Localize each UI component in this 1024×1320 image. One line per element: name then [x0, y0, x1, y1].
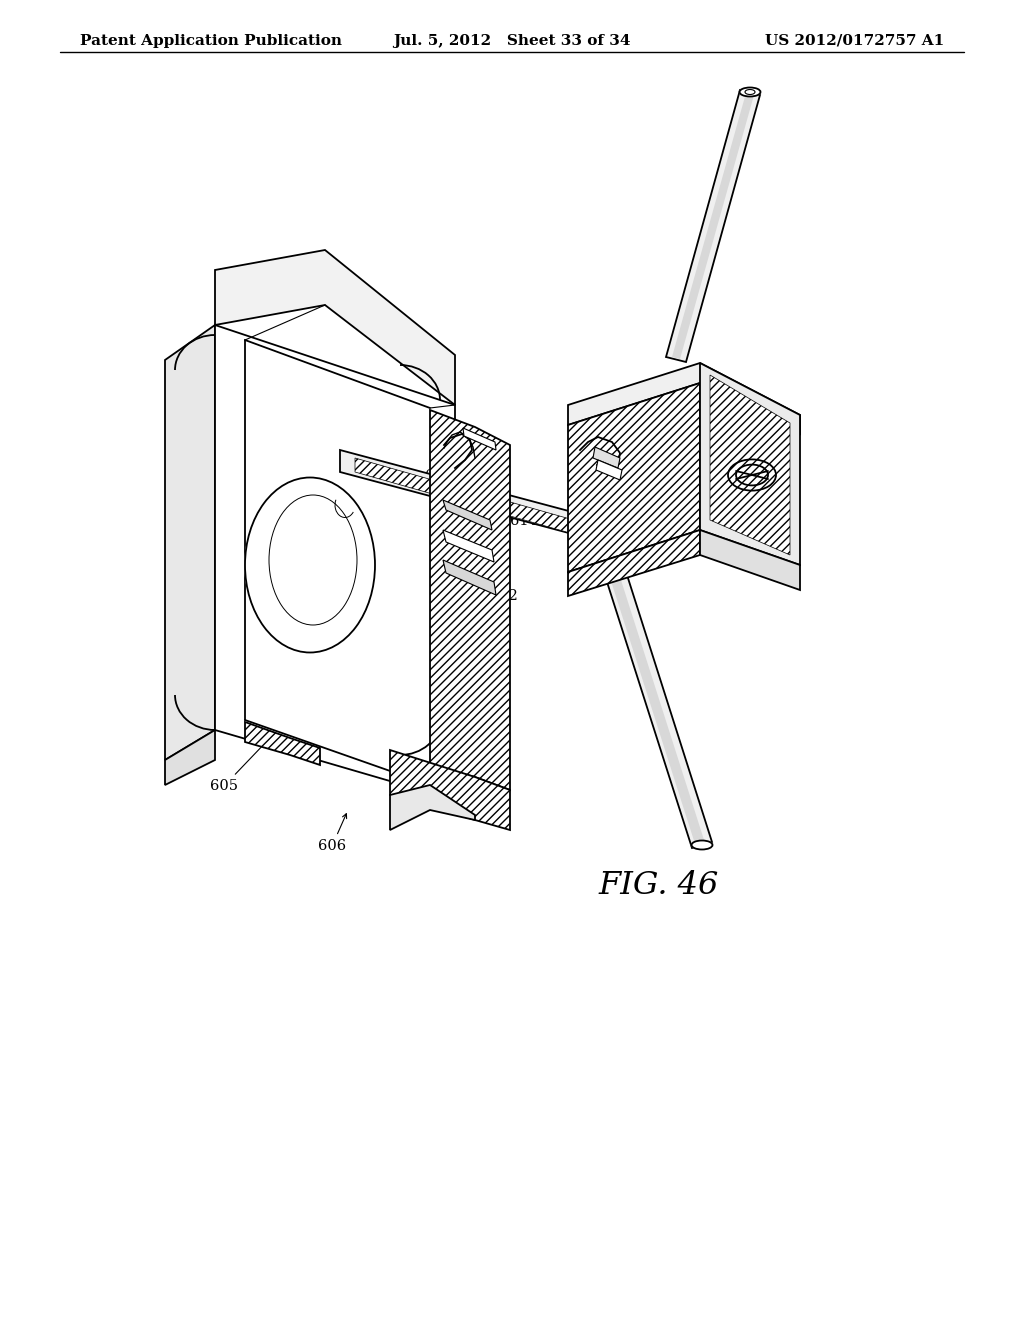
- Polygon shape: [700, 363, 800, 565]
- Text: 605: 605: [210, 743, 265, 793]
- Polygon shape: [445, 425, 495, 775]
- Polygon shape: [590, 480, 680, 531]
- Polygon shape: [672, 92, 754, 359]
- Polygon shape: [430, 411, 510, 789]
- Ellipse shape: [739, 87, 761, 96]
- Polygon shape: [390, 785, 475, 830]
- Polygon shape: [443, 531, 494, 562]
- Polygon shape: [596, 459, 622, 480]
- Polygon shape: [568, 363, 800, 436]
- Text: Jul. 5, 2012   Sheet 33 of 34: Jul. 5, 2012 Sheet 33 of 34: [393, 34, 631, 48]
- Polygon shape: [593, 447, 620, 469]
- Text: US 2012/0172757 A1: US 2012/0172757 A1: [765, 34, 944, 48]
- Polygon shape: [340, 450, 640, 552]
- Polygon shape: [390, 750, 510, 830]
- Text: 650: 650: [455, 624, 483, 668]
- Text: 630: 630: [425, 454, 454, 483]
- Polygon shape: [245, 722, 319, 766]
- Text: Patent Application Publication: Patent Application Publication: [80, 34, 342, 48]
- Polygon shape: [215, 249, 455, 405]
- Polygon shape: [700, 531, 800, 590]
- Polygon shape: [710, 375, 790, 554]
- Text: 612: 612: [482, 553, 518, 603]
- Text: FIG. 46: FIG. 46: [598, 870, 719, 900]
- Ellipse shape: [245, 478, 375, 652]
- Polygon shape: [165, 325, 215, 760]
- Polygon shape: [607, 576, 712, 847]
- Polygon shape: [355, 458, 630, 550]
- Polygon shape: [463, 428, 496, 450]
- Ellipse shape: [691, 841, 713, 850]
- Polygon shape: [443, 560, 496, 595]
- Polygon shape: [568, 383, 700, 572]
- Polygon shape: [443, 500, 492, 531]
- Polygon shape: [666, 90, 760, 362]
- Text: 606: 606: [318, 813, 346, 853]
- Polygon shape: [611, 577, 705, 847]
- Polygon shape: [568, 531, 700, 597]
- Polygon shape: [165, 730, 215, 785]
- Polygon shape: [215, 325, 455, 800]
- Text: 614: 614: [482, 491, 538, 528]
